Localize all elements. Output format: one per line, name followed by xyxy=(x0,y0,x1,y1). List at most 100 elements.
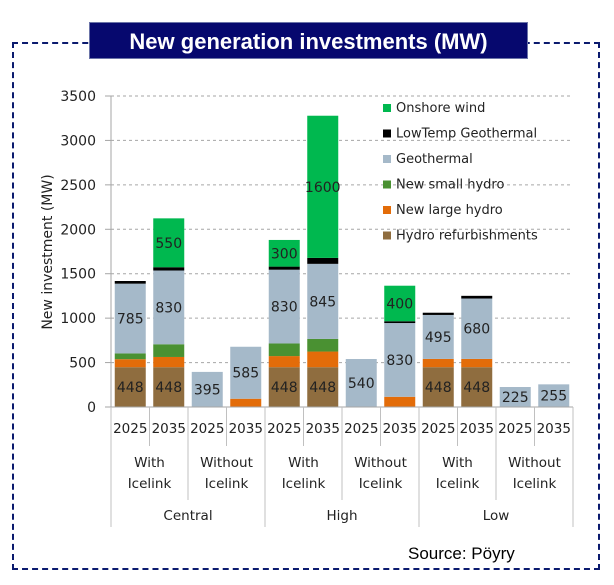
x-tick-label: 2025 xyxy=(498,421,532,437)
group-label: With xyxy=(442,455,473,471)
legend-swatch xyxy=(383,155,391,163)
group-label: With xyxy=(288,455,319,471)
bar-segment-hydro-refurbishments xyxy=(422,367,454,407)
bar-segment-geothermal xyxy=(268,269,300,344)
legend-label: Hydro refurbishments xyxy=(396,229,538,244)
group-label: Icelink xyxy=(513,476,557,492)
bar-segment-new-small-hydro xyxy=(153,344,185,357)
data-label: 680 xyxy=(463,322,490,338)
group-label: Icelink xyxy=(359,476,403,492)
group-label: Without xyxy=(354,455,407,471)
x-tick-label: 2025 xyxy=(113,421,147,437)
bar-segment-lowtemp-geothermal xyxy=(461,295,493,299)
legend-swatch xyxy=(383,231,391,240)
y-axis-label: New investment (MW) xyxy=(40,174,56,329)
bar-segment-geothermal xyxy=(230,346,262,399)
data-label: 255 xyxy=(540,389,567,405)
data-label: 300 xyxy=(271,246,298,262)
bar-segment-lowtemp-geothermal xyxy=(307,257,339,264)
data-label: 1600 xyxy=(305,180,341,196)
legend-item: LowTemp Geothermal xyxy=(383,127,537,142)
x-tick-label: 2025 xyxy=(267,421,301,437)
bar-segment-lowtemp-geothermal xyxy=(114,281,146,284)
bar-segment-lowtemp-geothermal xyxy=(268,266,300,270)
bar-segment-new-small-hydro xyxy=(114,353,146,360)
bar-segment-geothermal xyxy=(191,371,223,407)
bar-segment-onshore-wind xyxy=(307,115,339,258)
bars xyxy=(114,115,570,407)
y-tick-label: 2000 xyxy=(60,222,96,238)
bar-segment-lowtemp-geothermal xyxy=(153,267,185,271)
data-label: 448 xyxy=(309,380,336,396)
x-tick-label: 2035 xyxy=(229,421,263,437)
x-tick-label: 2035 xyxy=(306,421,340,437)
bar-segment-new-large-hydro xyxy=(307,351,339,368)
bar-segment-hydro-refurbishments xyxy=(153,367,185,407)
bar-segment-new-large-hydro xyxy=(230,398,262,407)
data-label: 830 xyxy=(155,300,182,316)
data-label: 830 xyxy=(271,300,298,316)
group-label: Without xyxy=(200,455,253,471)
group-label: Icelink xyxy=(128,476,172,492)
data-label: 448 xyxy=(155,380,182,396)
group-label: Icelink xyxy=(282,476,326,492)
data-label: 448 xyxy=(425,380,452,396)
bar-segment-new-small-hydro xyxy=(268,343,300,357)
legend-item: Onshore wind xyxy=(383,101,485,116)
bar-segment-hydro-refurbishments xyxy=(461,367,493,407)
data-label: 540 xyxy=(348,376,375,392)
x-tick-label: 2025 xyxy=(344,421,378,437)
y-tick-label: 1500 xyxy=(60,267,96,283)
data-label: 830 xyxy=(386,353,413,369)
legend-swatch xyxy=(383,104,391,112)
scenario-label: Central xyxy=(163,508,212,524)
x-tick-label: 2025 xyxy=(190,421,224,437)
y-tick-label: 0 xyxy=(87,400,96,416)
bar-segment-geothermal xyxy=(345,359,377,407)
group-label: Without xyxy=(508,455,561,471)
bar-segment-geothermal xyxy=(422,314,454,359)
bar-segment-geothermal xyxy=(538,384,570,407)
bar-segment-hydro-refurbishments xyxy=(114,367,146,407)
data-label: 225 xyxy=(502,390,529,406)
legend-label: LowTemp Geothermal xyxy=(396,127,537,142)
bar-segment-onshore-wind xyxy=(153,218,185,268)
data-label: 400 xyxy=(386,296,413,312)
scenario-label: High xyxy=(326,508,357,524)
bar-segment-new-small-hydro xyxy=(307,338,339,352)
y-tick-label: 500 xyxy=(69,356,96,372)
bar-segment-new-large-hydro xyxy=(461,358,493,368)
chart-title: New generation investments (MW) xyxy=(89,22,528,59)
data-label: 845 xyxy=(309,294,336,310)
legend-item: New small hydro xyxy=(383,178,504,193)
bar-segment-geothermal xyxy=(153,270,185,345)
x-tick-label: 2035 xyxy=(537,421,571,437)
data-label: 395 xyxy=(194,382,221,398)
bar-segment-new-large-hydro xyxy=(384,396,416,407)
data-label: 785 xyxy=(117,312,144,328)
data-labels: 448 785 448 830 550 395 585 448 830 300 448 845 1600… xyxy=(117,180,567,406)
bar-segment-geothermal xyxy=(499,387,531,407)
x-tick-label: 2035 xyxy=(460,421,494,437)
x-tick-label: 2035 xyxy=(152,421,186,437)
group-label: Icelink xyxy=(436,476,480,492)
bar-segment-geothermal xyxy=(384,323,416,397)
x-tick-label: 2035 xyxy=(383,421,417,437)
bar-segment-geothermal xyxy=(307,263,339,339)
legend-swatch xyxy=(383,129,391,138)
bar-segment-new-large-hydro xyxy=(114,359,146,368)
legend-label: Geothermal xyxy=(396,152,473,167)
data-label: 448 xyxy=(463,380,490,396)
bar-segment-hydro-refurbishments xyxy=(307,367,339,407)
y-tick-label: 3500 xyxy=(60,89,96,105)
legend-label: New small hydro xyxy=(396,178,504,193)
bar-segment-lowtemp-geothermal xyxy=(384,321,416,324)
y-tick-label: 1000 xyxy=(60,311,96,327)
bar-segment-geothermal xyxy=(461,298,493,359)
bar-segment-hydro-refurbishments xyxy=(268,367,300,407)
data-label: 448 xyxy=(117,380,144,396)
legend-swatch xyxy=(383,180,391,189)
scenario-label: Low xyxy=(483,508,510,524)
legend-label: Onshore wind xyxy=(396,101,485,116)
